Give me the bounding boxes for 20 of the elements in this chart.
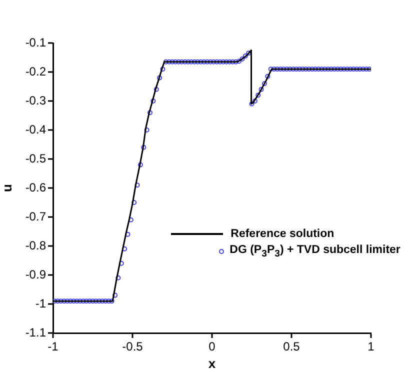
y-tick-label: -0.7 (25, 209, 46, 224)
x-tick-label: -1 (48, 340, 59, 354)
x-tick-label: 1 (368, 340, 375, 354)
x-tick-label: 0.5 (283, 340, 300, 354)
x-tick-label: -0.5 (122, 340, 144, 354)
y-tick-label: -0.6 (25, 180, 46, 194)
legend-label: Reference solution (230, 228, 334, 240)
y-axis-title: u (0, 184, 14, 192)
y-tick-label: -1.1 (25, 325, 46, 340)
y-tick-label: -0.5 (25, 151, 46, 166)
y-tick-label: -0.9 (25, 267, 46, 282)
x-axis-title: x (208, 356, 216, 371)
y-tick-label: -0.2 (25, 64, 46, 78)
y-tick-label: -0.1 (25, 35, 46, 50)
x-tick-label: 0 (208, 340, 216, 354)
y-tick-label: -0.3 (25, 93, 46, 108)
y-tick-label: -1 (35, 296, 46, 310)
y-tick-label: -0.4 (25, 122, 46, 136)
y-tick-label: -0.8 (25, 238, 46, 252)
legend-label: DG (P$_{3}$P$_{3}$) + TVD subcell limiter (230, 244, 400, 259)
